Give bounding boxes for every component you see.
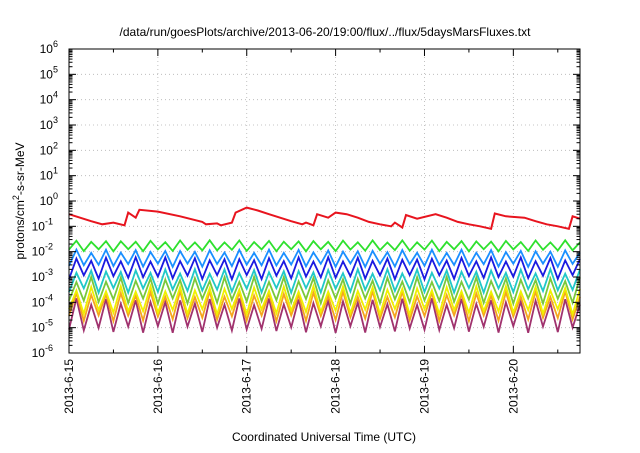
y-tick-label-exponent: 5 bbox=[53, 64, 58, 74]
y-tick-label-base: 10 bbox=[40, 118, 54, 132]
y-tick-label-exponent: 1 bbox=[53, 166, 58, 176]
y-tick-label-base: 10 bbox=[32, 245, 46, 259]
y-axis-label-main: protons/cm bbox=[13, 200, 27, 259]
y-tick-label: 10-4 bbox=[32, 292, 53, 309]
y-tick-labels: 10-610-510-410-310-210-11001011021031041… bbox=[32, 39, 58, 360]
y-tick-label-base: 10 bbox=[40, 194, 54, 208]
y-tick-label: 105 bbox=[40, 64, 58, 81]
y-tick-label-base: 10 bbox=[40, 93, 54, 107]
y-tick-label-base: 10 bbox=[32, 321, 46, 335]
y-axis-label-sup: 2 bbox=[11, 195, 21, 200]
y-tick-label-exponent: -6 bbox=[45, 343, 53, 353]
x-tick-label: 2013-6-20 bbox=[506, 359, 520, 414]
grid bbox=[69, 49, 580, 353]
x-tick-label: 2013-6-19 bbox=[417, 359, 431, 414]
x-tick-labels: 2013-6-15 2013-6-16 2013-6-17 2013-6-18 2013… bbox=[62, 359, 520, 414]
y-tick-label: 103 bbox=[40, 115, 58, 132]
y-tick-label-exponent: -2 bbox=[45, 242, 53, 252]
y-tick-label-exponent: 4 bbox=[53, 90, 58, 100]
series-line bbox=[68, 238, 581, 253]
series-line bbox=[68, 273, 581, 307]
series-line bbox=[68, 282, 581, 318]
y-tick-label-base: 10 bbox=[32, 270, 46, 284]
y-axis-label: protons/cm2-s-sr-MeV bbox=[11, 142, 27, 259]
y-tick-label: 10-2 bbox=[32, 242, 53, 259]
y-tick-label: 102 bbox=[40, 140, 58, 157]
series-line bbox=[68, 287, 581, 325]
y-tick-label-base: 10 bbox=[32, 295, 46, 309]
y-tick-label: 100 bbox=[40, 191, 58, 208]
y-tick-label-exponent: 2 bbox=[53, 140, 58, 150]
y-tick-label-base: 10 bbox=[32, 219, 46, 233]
y-tick-label-base: 10 bbox=[40, 169, 54, 183]
y-axis-label-tail: -s-sr-MeV bbox=[13, 142, 27, 195]
series-line bbox=[68, 254, 581, 282]
series-line bbox=[68, 297, 581, 335]
chart-title: /data/run/goesPlots/archive/2013-06-20/1… bbox=[120, 25, 532, 39]
y-tick-label-exponent: -4 bbox=[45, 292, 53, 302]
y-tick-label-exponent: 6 bbox=[53, 39, 58, 49]
y-tick-label-exponent: 3 bbox=[53, 115, 58, 125]
y-tick-label-exponent: -3 bbox=[45, 267, 53, 277]
y-tick-label-base: 10 bbox=[32, 346, 46, 360]
x-tick-label: 2013-6-17 bbox=[240, 359, 254, 414]
y-tick-label-exponent: -1 bbox=[45, 216, 53, 226]
y-tick-label-exponent: -5 bbox=[45, 318, 53, 328]
series-line bbox=[68, 247, 581, 270]
y-tick-label: 10-5 bbox=[32, 318, 53, 335]
series-line bbox=[68, 266, 581, 296]
y-tick-label-base: 10 bbox=[40, 67, 54, 81]
y-tick-label: 104 bbox=[40, 90, 58, 107]
y-tick-label: 101 bbox=[40, 166, 58, 183]
x-tick-label: 2013-6-15 bbox=[62, 359, 76, 414]
axis-ticks bbox=[68, 48, 580, 354]
x-tick-label: 2013-6-18 bbox=[329, 359, 343, 414]
y-tick-label: 10-6 bbox=[32, 343, 53, 360]
y-tick-label-exponent: 0 bbox=[53, 191, 58, 201]
y-tick-label: 10-1 bbox=[32, 216, 53, 233]
series-group bbox=[68, 206, 581, 335]
series-line bbox=[68, 206, 581, 230]
y-tick-label: 106 bbox=[40, 39, 58, 56]
x-tick-label: 2013-6-16 bbox=[151, 359, 165, 414]
x-axis-label: Coordinated Universal Time (UTC) bbox=[232, 430, 416, 444]
y-tick-label-base: 10 bbox=[40, 42, 54, 56]
y-tick-label-base: 10 bbox=[40, 143, 54, 157]
y-tick-label: 10-3 bbox=[32, 267, 53, 284]
